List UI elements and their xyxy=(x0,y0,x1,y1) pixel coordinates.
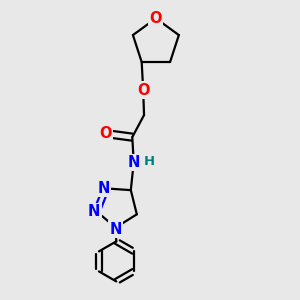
Text: N: N xyxy=(88,204,100,219)
Text: N: N xyxy=(110,221,122,236)
Text: O: O xyxy=(150,11,162,26)
Text: O: O xyxy=(100,126,112,141)
Text: O: O xyxy=(137,82,149,98)
Text: H: H xyxy=(143,155,155,168)
Text: N: N xyxy=(98,181,110,196)
Text: N: N xyxy=(128,155,140,170)
